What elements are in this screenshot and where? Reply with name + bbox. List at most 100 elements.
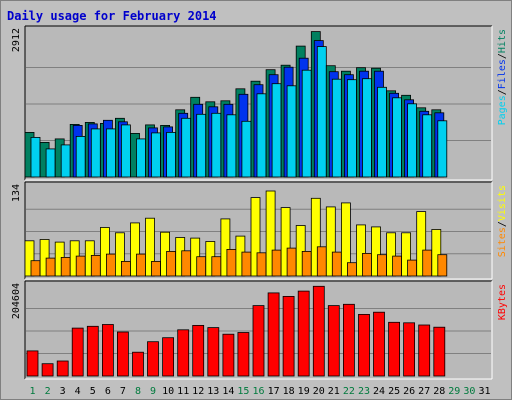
bar-kbytes-day-19 (297, 290, 310, 377)
bar-sites-day-8 (136, 253, 146, 277)
x-tick-label-day-29: 29 (448, 386, 460, 397)
bar-pages-day-16 (256, 93, 267, 178)
bar-pages-day-23 (362, 78, 372, 178)
bar-kbytes-day-23 (358, 313, 370, 377)
bar-pages-day-20 (316, 46, 327, 178)
legend: Sites/Visits (497, 185, 508, 257)
x-tick-label-day-28: 28 (433, 386, 445, 397)
bar-pages-day-25 (392, 97, 403, 178)
x-tick-label-day-4: 4 (75, 386, 81, 397)
bar-kbytes-day-8 (132, 351, 144, 377)
bar-kbytes-day-12 (192, 324, 205, 377)
bar-pages-day-15 (241, 120, 252, 178)
bar-sites-day-11 (181, 250, 192, 277)
bar-kbytes-day-5 (86, 325, 99, 377)
x-tick-label-day-22: 22 (343, 386, 355, 397)
bar-kbytes-day-16 (252, 305, 265, 377)
x-tick-label-day-21: 21 (328, 386, 340, 397)
bar-pages-day-27 (422, 114, 433, 178)
legend-separator: / (497, 53, 508, 59)
legend-kbytes: KBytes (497, 284, 508, 320)
x-tick-label-day-13: 13 (207, 386, 219, 397)
bar-kbytes-day-1 (26, 350, 39, 377)
bar-visits-day-26 (401, 232, 412, 277)
bar-pages-day-9 (151, 132, 161, 178)
bar-visits-day-8 (130, 222, 140, 277)
bar-visits-day-7 (115, 232, 125, 277)
y-max-label: 2912 (11, 28, 22, 52)
x-tick-label-day-9: 9 (150, 386, 156, 397)
x-tick-label-day-24: 24 (373, 386, 385, 397)
x-tick-label-day-26: 26 (403, 386, 415, 397)
bar-sites-day-14 (226, 248, 237, 277)
x-tick-label-day-30: 30 (463, 386, 475, 397)
x-tick-label-day-16: 16 (252, 386, 264, 397)
x-tick-label-day-1: 1 (29, 386, 35, 397)
bar-visits-day-9 (145, 217, 155, 277)
bar-visits-day-20 (310, 197, 321, 277)
bar-pages-day-3 (60, 144, 71, 178)
x-tick-label-day-17: 17 (268, 386, 280, 397)
x-tick-label-day-8: 8 (135, 386, 141, 397)
legend-files: Files (497, 59, 508, 89)
bar-sites-day-17 (271, 249, 282, 277)
bar-visits-day-16 (250, 197, 261, 277)
bar-sites-day-19 (301, 250, 312, 277)
x-tick-label-day-3: 3 (60, 386, 66, 397)
bar-visits-day-21 (325, 206, 336, 277)
x-axis-labels: 1 2 3 4 5 6 7 8 9 10 11 12 13 14 15 16 17 18 19 20 21 22 23 24 2… (29, 386, 490, 397)
bar-sites-day-24 (377, 254, 387, 277)
bar-pages-day-22 (346, 79, 357, 178)
bar-pages-day-24 (377, 86, 387, 178)
legend-pages: Pages (497, 95, 508, 125)
bar-sites-day-18 (286, 247, 297, 277)
panel-2: 134 Sites/Visits (11, 181, 508, 280)
x-tick-label-day-14: 14 (222, 386, 234, 397)
bar-kbytes-day-2 (41, 363, 54, 377)
bar-visits-day-1 (24, 240, 35, 277)
bar-sites-day-10 (166, 250, 177, 277)
bar-kbytes-day-20 (312, 285, 325, 377)
bar-kbytes-day-14 (222, 333, 235, 377)
bar-sites-day-6 (106, 253, 116, 277)
legend-hits: Hits (497, 29, 508, 53)
bar-sites-day-7 (121, 260, 131, 277)
x-tick-label-day-18: 18 (283, 386, 295, 397)
bar-sites-day-28 (437, 254, 448, 277)
bar-kbytes-day-24 (373, 311, 385, 377)
bar-kbytes-day-22 (342, 303, 355, 377)
bar-visits-day-23 (356, 224, 366, 277)
bar-pages-day-13 (211, 112, 222, 178)
bar-pages-day-6 (106, 128, 116, 178)
bar-sites-day-21 (331, 251, 342, 277)
x-tick-label-day-6: 6 (105, 386, 111, 397)
bar-pages-day-7 (121, 124, 131, 178)
bar-kbytes-day-27 (418, 324, 431, 377)
bar-sites-day-15 (241, 251, 252, 277)
bar-sites-day-20 (316, 246, 327, 277)
x-tick-label-day-15: 15 (237, 386, 249, 397)
bar-pages-day-10 (166, 131, 177, 178)
bar-pages-day-28 (437, 120, 448, 178)
y-max-label: 204604 (11, 283, 22, 319)
bar-sites-day-13 (211, 256, 222, 277)
bar-sites-day-12 (196, 256, 207, 277)
bar-kbytes-day-13 (207, 327, 220, 377)
bar-visits-day-22 (340, 202, 351, 277)
bar-pages-day-2 (45, 148, 56, 178)
bar-kbytes-day-21 (327, 305, 340, 377)
bar-visits-day-6 (100, 227, 110, 277)
bar-sites-day-5 (90, 254, 101, 277)
bar-sites-day-3 (60, 256, 71, 277)
bar-pages-day-14 (226, 114, 237, 178)
x-tick-label-day-2: 2 (45, 386, 51, 397)
bar-kbytes-day-4 (71, 327, 84, 377)
bar-kbytes-day-17 (267, 292, 280, 377)
x-tick-label-day-10: 10 (162, 386, 174, 397)
bar-sites-day-23 (362, 252, 372, 277)
bar-sites-day-27 (422, 249, 433, 277)
x-tick-label-day-12: 12 (192, 386, 204, 397)
x-tick-label-day-11: 11 (177, 386, 189, 397)
legend: KBytes (497, 284, 508, 320)
